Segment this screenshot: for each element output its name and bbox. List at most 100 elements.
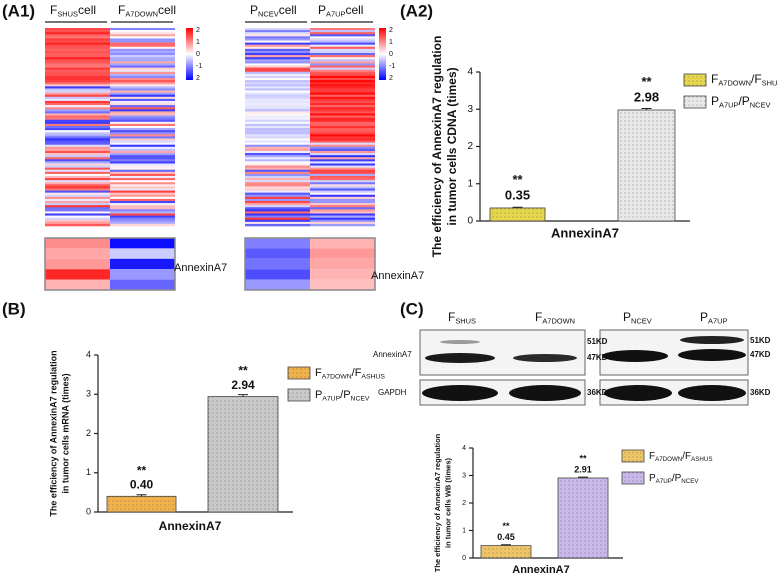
heatmap-column-label-part: A7UP bbox=[326, 10, 345, 19]
heatmap-cell bbox=[45, 269, 110, 280]
colorbar-tick-label: 2 bbox=[389, 75, 393, 82]
heatmap-cell bbox=[310, 211, 375, 214]
heatmap-cell bbox=[310, 28, 375, 31]
heatmap-cell bbox=[45, 215, 110, 218]
lane-label: PNCEV bbox=[623, 310, 652, 325]
heatmap-cell bbox=[110, 207, 175, 210]
heatmap-cell bbox=[245, 190, 310, 193]
marker-label: 51KD bbox=[587, 337, 608, 346]
heatmap-cell bbox=[310, 178, 375, 181]
legend-label-part: A7UP bbox=[719, 101, 738, 110]
heatmap-cell bbox=[45, 105, 110, 108]
heatmap-cell bbox=[110, 107, 175, 110]
colorbar-tick-label: -1 bbox=[196, 63, 202, 70]
heatmap-cell bbox=[245, 59, 310, 62]
heatmap-cell bbox=[110, 173, 175, 177]
heatmap-cell bbox=[245, 279, 310, 290]
heatmap-cell bbox=[310, 190, 375, 193]
heatmap-cell bbox=[310, 205, 375, 208]
heatmap-cell bbox=[245, 132, 310, 135]
heatmap-cell bbox=[110, 28, 175, 31]
heatmap-cell bbox=[45, 161, 110, 164]
heatmap-cell bbox=[310, 98, 375, 102]
heatmap-cell bbox=[245, 175, 310, 179]
heatmap-cell bbox=[110, 121, 175, 125]
heatmap-cell bbox=[310, 111, 375, 114]
heatmap-cell bbox=[245, 88, 310, 91]
heatmap-cell bbox=[45, 196, 110, 200]
heatmap-cell bbox=[245, 34, 310, 37]
heatmap-cell bbox=[110, 117, 175, 121]
heatmap-cell bbox=[245, 140, 310, 143]
heatmap-cell bbox=[245, 82, 310, 85]
heatmap-cell bbox=[245, 219, 310, 223]
heatmap-cell bbox=[110, 100, 175, 104]
heatmap-cell bbox=[45, 38, 110, 41]
heatmap-cell bbox=[110, 223, 175, 227]
heatmap-cell bbox=[110, 190, 175, 193]
heatmap-cell bbox=[245, 30, 310, 33]
heatmap-cell bbox=[45, 59, 110, 62]
heatmap-cell bbox=[245, 184, 310, 187]
heatmap-cell bbox=[45, 65, 110, 68]
gene-label: AnnexinA7 bbox=[174, 262, 227, 274]
heatmap-frame bbox=[244, 237, 376, 291]
heatmap-cell bbox=[45, 88, 110, 91]
y-axis-label: in tumor cells CDNA (times) bbox=[445, 67, 459, 225]
heatmap-cell bbox=[245, 269, 310, 280]
heatmap-cell bbox=[310, 142, 375, 146]
colorbar-tick-label: 2 bbox=[196, 27, 200, 34]
heatmap-cell bbox=[45, 100, 110, 104]
heatmap-cell bbox=[45, 90, 110, 93]
heatmap-cell bbox=[310, 155, 375, 158]
heatmap-cell bbox=[110, 192, 175, 196]
heatmap-cell bbox=[245, 134, 310, 137]
heatmap-cell bbox=[45, 155, 110, 158]
heatmap-cell bbox=[310, 140, 375, 143]
heatmap-cell bbox=[45, 50, 110, 54]
heatmap-cell bbox=[110, 128, 175, 131]
lane-label: PA7UP bbox=[700, 310, 727, 325]
heatmap-cell bbox=[245, 67, 310, 70]
heatmap-cell bbox=[45, 119, 110, 123]
heatmap-cell bbox=[45, 211, 110, 214]
heatmap-cell bbox=[310, 48, 375, 52]
heatmap-cell bbox=[310, 105, 375, 108]
legend-label: PA7UP/PNCEV bbox=[649, 473, 699, 485]
colorbar-tick-label: -1 bbox=[389, 63, 395, 70]
heatmap-cell bbox=[110, 238, 175, 249]
legend-label-part: /F bbox=[751, 72, 762, 86]
significance-label: ** bbox=[512, 172, 523, 187]
heatmap-cell bbox=[45, 28, 110, 31]
heatmap-frame bbox=[44, 237, 176, 291]
heatmap-cell bbox=[45, 180, 110, 183]
heatmap-cell bbox=[110, 196, 175, 200]
heatmap-cell bbox=[110, 48, 175, 52]
heatmap-cell bbox=[245, 90, 310, 93]
heatmap-cell bbox=[45, 140, 110, 143]
heatmap-cell bbox=[45, 48, 110, 52]
lane-label: FA7DOWN bbox=[535, 310, 575, 325]
heatmap-cell bbox=[45, 67, 110, 70]
heatmap-cell bbox=[310, 153, 375, 156]
heatmap-cell bbox=[310, 134, 375, 137]
heatmap-cell bbox=[310, 138, 375, 141]
colorbar bbox=[379, 28, 386, 80]
heatmap-cell bbox=[110, 36, 175, 39]
heatmap-cell bbox=[310, 146, 375, 150]
heatmap-cell bbox=[45, 40, 110, 43]
heatmap-cell bbox=[310, 130, 375, 133]
blot bbox=[419, 329, 749, 406]
heatmap-cell bbox=[310, 88, 375, 91]
heatmap-cell bbox=[110, 50, 175, 54]
heatmap-cell bbox=[245, 40, 310, 43]
heatmap-cell bbox=[310, 75, 375, 79]
heatmap-cell bbox=[110, 84, 175, 87]
heatmap-cell bbox=[310, 44, 375, 48]
heatmap-cell bbox=[45, 125, 110, 129]
heatmap-cell bbox=[245, 153, 310, 156]
heatmap-cell bbox=[45, 198, 110, 202]
heatmap-cell bbox=[110, 194, 175, 198]
heatmap-cell bbox=[45, 192, 110, 196]
